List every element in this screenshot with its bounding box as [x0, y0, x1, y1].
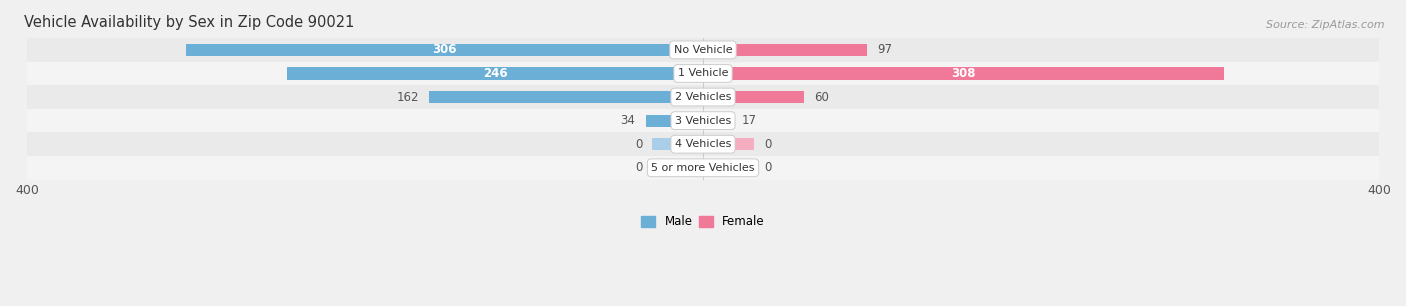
Text: 60: 60 [814, 91, 830, 103]
Legend: Male, Female: Male, Female [637, 211, 769, 233]
Text: 246: 246 [482, 67, 508, 80]
Bar [703, 91, 804, 103]
Text: 0: 0 [763, 161, 772, 174]
Text: 0: 0 [634, 138, 643, 151]
Text: 3 Vehicles: 3 Vehicles [675, 116, 731, 126]
Text: 308: 308 [950, 67, 976, 80]
Text: 34: 34 [620, 114, 636, 127]
Bar [27, 62, 1379, 85]
Bar [703, 114, 731, 127]
Text: Vehicle Availability by Sex in Zip Code 90021: Vehicle Availability by Sex in Zip Code … [24, 15, 354, 30]
Bar [703, 138, 754, 150]
Bar [652, 162, 703, 174]
Bar [27, 109, 1379, 132]
Text: 306: 306 [432, 43, 457, 56]
Bar [27, 38, 1379, 62]
Bar [27, 85, 1379, 109]
Text: 17: 17 [742, 114, 756, 127]
Bar [703, 44, 868, 56]
Text: 97: 97 [877, 43, 891, 56]
Text: No Vehicle: No Vehicle [673, 45, 733, 55]
Bar [27, 132, 1379, 156]
Bar [287, 67, 703, 80]
Text: 5 or more Vehicles: 5 or more Vehicles [651, 163, 755, 173]
Bar [645, 114, 703, 127]
Bar [186, 44, 703, 56]
Text: 0: 0 [634, 161, 643, 174]
Text: 1 Vehicle: 1 Vehicle [678, 69, 728, 78]
Text: 4 Vehicles: 4 Vehicles [675, 139, 731, 149]
Text: 2 Vehicles: 2 Vehicles [675, 92, 731, 102]
Text: 0: 0 [763, 138, 772, 151]
Text: Source: ZipAtlas.com: Source: ZipAtlas.com [1267, 20, 1385, 30]
Bar [703, 67, 1223, 80]
Text: 162: 162 [396, 91, 419, 103]
Bar [703, 162, 754, 174]
Bar [652, 138, 703, 150]
Bar [429, 91, 703, 103]
Bar [27, 156, 1379, 180]
